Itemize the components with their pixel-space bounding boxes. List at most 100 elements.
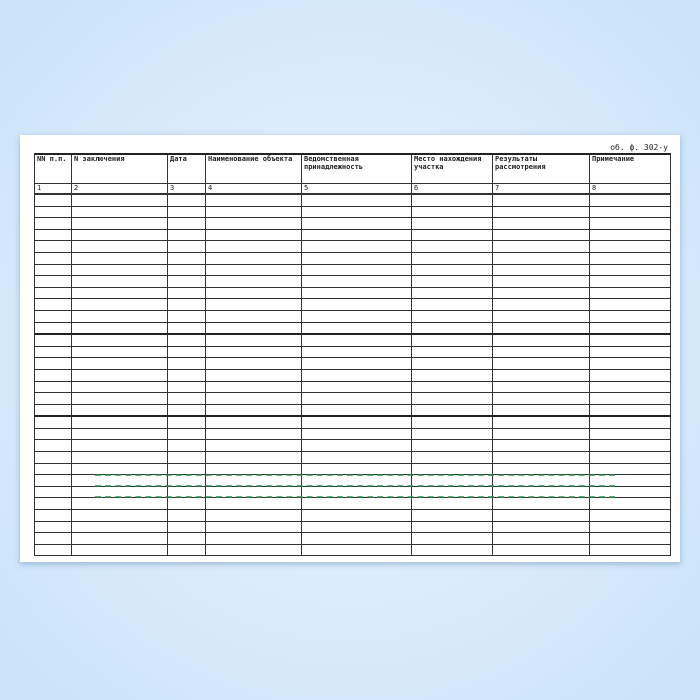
table-cell[interactable] <box>71 357 168 370</box>
table-cell[interactable] <box>71 193 168 207</box>
table-cell[interactable] <box>301 474 412 487</box>
table-cell[interactable] <box>589 240 671 253</box>
table-cell[interactable] <box>492 543 590 557</box>
table-cell[interactable] <box>167 392 206 405</box>
table-cell[interactable] <box>589 368 671 382</box>
table-cell[interactable] <box>301 345 412 359</box>
table-cell[interactable] <box>205 392 302 405</box>
table-cell[interactable] <box>492 497 590 511</box>
table-cell[interactable] <box>411 497 493 511</box>
table-cell[interactable] <box>301 357 412 370</box>
table-cell[interactable] <box>34 205 72 219</box>
table-cell[interactable] <box>411 263 493 277</box>
table-cell[interactable] <box>205 380 302 394</box>
table-cell[interactable] <box>492 193 590 207</box>
table-cell[interactable] <box>71 217 168 230</box>
table-cell[interactable] <box>301 228 412 242</box>
table-cell[interactable] <box>589 217 671 230</box>
table-cell[interactable] <box>167 333 206 347</box>
table-cell[interactable] <box>301 509 412 522</box>
table-cell[interactable] <box>205 298 302 311</box>
table-cell[interactable] <box>492 240 590 253</box>
table-cell[interactable] <box>492 415 590 429</box>
table-cell[interactable] <box>34 403 72 418</box>
table-cell[interactable] <box>411 286 493 300</box>
table-cell[interactable] <box>34 309 72 323</box>
table-cell[interactable] <box>492 485 590 499</box>
table-cell[interactable] <box>492 251 590 265</box>
table-cell[interactable] <box>71 474 168 487</box>
table-cell[interactable] <box>589 532 671 545</box>
table-cell[interactable] <box>34 368 72 382</box>
table-cell[interactable] <box>167 532 206 545</box>
table-cell[interactable] <box>167 485 206 499</box>
table-cell[interactable] <box>589 286 671 300</box>
table-cell[interactable] <box>301 403 412 418</box>
table-cell[interactable] <box>301 309 412 323</box>
table-cell[interactable] <box>301 439 412 453</box>
table-cell[interactable] <box>301 205 412 219</box>
table-cell[interactable] <box>589 251 671 265</box>
table-cell[interactable] <box>34 451 72 464</box>
table-cell[interactable] <box>205 485 302 499</box>
table-cell[interactable] <box>589 298 671 311</box>
table-cell[interactable] <box>589 357 671 370</box>
table-cell[interactable] <box>301 217 412 230</box>
table-cell[interactable] <box>492 205 590 219</box>
table-cell[interactable] <box>167 462 206 476</box>
table-cell[interactable] <box>492 286 590 300</box>
table-cell[interactable] <box>301 275 412 288</box>
table-cell[interactable] <box>167 321 206 336</box>
table-cell[interactable] <box>411 427 493 441</box>
table-cell[interactable] <box>411 217 493 230</box>
table-cell[interactable] <box>205 403 302 418</box>
table-cell[interactable] <box>411 392 493 405</box>
table-cell[interactable] <box>71 205 168 219</box>
table-cell[interactable] <box>589 520 671 534</box>
table-cell[interactable] <box>71 240 168 253</box>
table-cell[interactable] <box>205 509 302 522</box>
table-cell[interactable] <box>411 333 493 347</box>
table-cell[interactable] <box>411 240 493 253</box>
table-cell[interactable] <box>71 543 168 557</box>
table-cell[interactable] <box>71 485 168 499</box>
table-cell[interactable] <box>205 228 302 242</box>
table-cell[interactable] <box>492 263 590 277</box>
table-cell[interactable] <box>34 532 72 545</box>
table-cell[interactable] <box>205 263 302 277</box>
table-cell[interactable] <box>411 321 493 336</box>
table-cell[interactable] <box>34 543 72 557</box>
table-cell[interactable] <box>167 205 206 219</box>
table-cell[interactable] <box>589 543 671 557</box>
table-cell[interactable] <box>34 240 72 253</box>
table-cell[interactable] <box>492 321 590 336</box>
table-cell[interactable] <box>301 321 412 336</box>
table-cell[interactable] <box>492 439 590 453</box>
table-cell[interactable] <box>411 403 493 418</box>
table-cell[interactable] <box>34 380 72 394</box>
table-cell[interactable] <box>167 509 206 522</box>
table-cell[interactable] <box>301 497 412 511</box>
table-cell[interactable] <box>589 333 671 347</box>
table-cell[interactable] <box>34 520 72 534</box>
table-cell[interactable] <box>492 380 590 394</box>
table-cell[interactable] <box>71 532 168 545</box>
table-cell[interactable] <box>205 251 302 265</box>
table-cell[interactable] <box>492 392 590 405</box>
table-cell[interactable] <box>34 497 72 511</box>
table-cell[interactable] <box>71 275 168 288</box>
table-cell[interactable] <box>34 509 72 522</box>
table-cell[interactable] <box>34 275 72 288</box>
table-cell[interactable] <box>411 345 493 359</box>
table-cell[interactable] <box>71 380 168 394</box>
table-cell[interactable] <box>34 286 72 300</box>
table-cell[interactable] <box>589 193 671 207</box>
table-cell[interactable] <box>34 427 72 441</box>
table-cell[interactable] <box>589 380 671 394</box>
table-cell[interactable] <box>71 345 168 359</box>
table-cell[interactable] <box>167 357 206 370</box>
table-cell[interactable] <box>205 427 302 441</box>
table-cell[interactable] <box>411 462 493 476</box>
table-cell[interactable] <box>167 543 206 557</box>
table-cell[interactable] <box>71 392 168 405</box>
